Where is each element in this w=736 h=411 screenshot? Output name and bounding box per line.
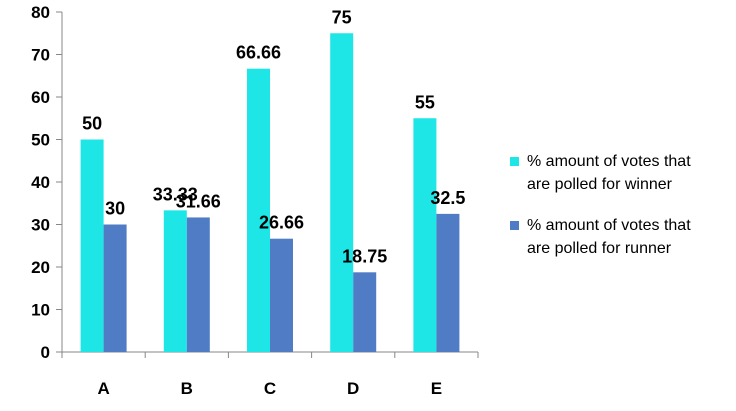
runner-bar — [436, 213, 460, 352]
runner-bar — [186, 217, 210, 352]
winner-bar — [163, 210, 187, 352]
legend-label: % amount of votes that are polled for run… — [527, 217, 691, 257]
data-label: 33.33 — [153, 184, 198, 204]
legend-swatch-winner — [510, 157, 519, 166]
data-label: 18.75 — [342, 246, 387, 266]
winner-bar — [413, 118, 437, 352]
legend: % amount of votes that are polled for win… — [510, 153, 691, 257]
x-tick-label: E — [431, 379, 442, 398]
y-tick-label: 60 — [31, 88, 50, 107]
y-tick-label: 20 — [31, 258, 50, 277]
y-tick-label: 30 — [31, 216, 50, 235]
data-label: 50 — [82, 114, 102, 134]
legend-label: % amount of votes that are polled for win… — [527, 153, 691, 193]
data-label: 75 — [332, 7, 352, 27]
data-label: 66.66 — [236, 43, 281, 63]
y-tick-label: 70 — [31, 46, 50, 65]
runner-bar — [353, 272, 377, 352]
y-tick-label: 10 — [31, 301, 50, 320]
data-label: 31.66 — [176, 191, 221, 211]
data-label: 55 — [415, 92, 435, 112]
data-label: 32.5 — [430, 188, 465, 208]
y-tick-label: 0 — [41, 343, 50, 362]
x-tick-label: A — [97, 379, 109, 398]
y-tick-label: 50 — [31, 131, 50, 150]
x-tick-label: C — [264, 379, 276, 398]
winner-bar — [330, 33, 354, 352]
y-tick-label: 40 — [31, 173, 50, 192]
winner-bar — [80, 139, 104, 352]
runner-bar — [103, 224, 127, 352]
data-label: 30 — [105, 199, 125, 219]
legend-swatch-runner — [510, 221, 519, 230]
winner-bar — [247, 68, 270, 352]
x-tick-label: B — [181, 379, 193, 398]
y-tick-label: 80 — [31, 3, 50, 22]
plot-area: 0 10 20 30 40 50 60 70 80 A B C D E 50 33.33 66.66 75 55 30… — [31, 3, 479, 398]
runner-bar — [270, 238, 293, 352]
data-label: 26.66 — [259, 213, 304, 233]
x-tick-label: D — [347, 379, 359, 398]
